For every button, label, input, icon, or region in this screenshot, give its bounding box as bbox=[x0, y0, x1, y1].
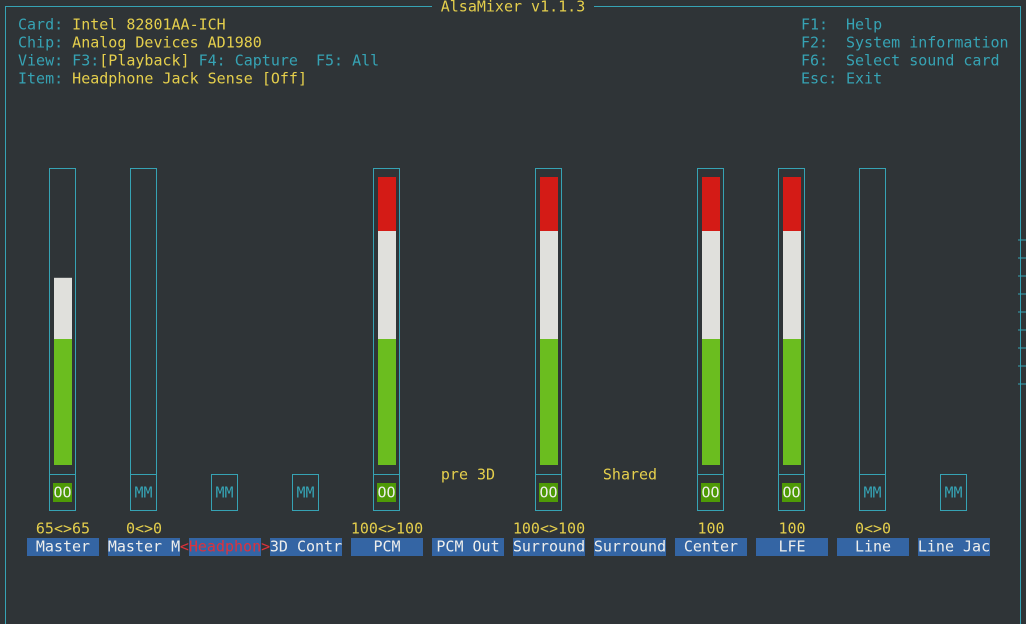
switch-state: MM bbox=[944, 484, 962, 502]
switch-on-bg bbox=[377, 483, 396, 502]
key-action: System information bbox=[846, 34, 1009, 52]
switch-state: MM bbox=[215, 484, 233, 502]
switch-box bbox=[292, 474, 319, 511]
switch-box bbox=[49, 474, 76, 511]
view-part: F4: Capture bbox=[199, 52, 298, 70]
channel-label: PCM bbox=[373, 538, 400, 556]
channel-note: Shared bbox=[603, 466, 657, 484]
switch-box bbox=[130, 474, 157, 511]
channel-label-bg bbox=[270, 538, 342, 556]
key-action: Exit bbox=[846, 70, 882, 88]
channel-label: Line bbox=[855, 538, 891, 556]
info-value: Headphone Jack Sense [Off] bbox=[72, 70, 307, 88]
channel-value: 100<>100 bbox=[351, 520, 423, 538]
key: F1: bbox=[801, 16, 828, 34]
switch-state: OO bbox=[377, 484, 395, 502]
channel-label: <Headphon> bbox=[180, 538, 270, 556]
switch-box bbox=[940, 474, 967, 511]
channel-label-bg bbox=[837, 538, 909, 556]
channel-label: Surround bbox=[513, 538, 585, 556]
switch-on-bg bbox=[53, 483, 72, 502]
channel-label: Line Jac bbox=[918, 538, 990, 556]
scrollbar bbox=[1018, 239, 1026, 385]
channel-label: Surround bbox=[594, 538, 666, 556]
channel-value: 65<>65 bbox=[36, 520, 90, 538]
switch-box bbox=[373, 474, 400, 511]
switch-on-bg bbox=[539, 483, 558, 502]
view-part: F5: All bbox=[316, 52, 379, 70]
view-part: [Playback] bbox=[99, 52, 189, 70]
key: F6: bbox=[801, 52, 828, 70]
info-value: Intel 82801AA-ICH bbox=[72, 16, 226, 34]
channel-label-bg bbox=[918, 538, 990, 556]
key-action: Select sound card bbox=[846, 52, 1000, 70]
volume-bar bbox=[783, 177, 801, 465]
channel-label: PCM Out bbox=[436, 538, 499, 556]
channel-label: LFE bbox=[778, 538, 805, 556]
channel-label-bg bbox=[108, 538, 180, 556]
switch-state: OO bbox=[539, 484, 557, 502]
switch-box bbox=[859, 474, 886, 511]
switch-on-bg bbox=[701, 483, 720, 502]
info-value: Analog Devices AD1980 bbox=[72, 34, 262, 52]
channel-value: 0<>0 bbox=[126, 520, 162, 538]
switch-state: MM bbox=[296, 484, 314, 502]
channel-value: 0<>0 bbox=[855, 520, 891, 538]
key: Esc: bbox=[801, 70, 837, 88]
info-label: Chip: bbox=[18, 34, 63, 52]
channel-label-bg bbox=[594, 538, 666, 556]
switch-state: OO bbox=[53, 484, 71, 502]
switch-state: MM bbox=[863, 484, 881, 502]
channel-value: 100 bbox=[697, 520, 724, 538]
info-label: View: bbox=[18, 52, 63, 70]
channel-value: 100 bbox=[778, 520, 805, 538]
channel-label-bg bbox=[513, 538, 585, 556]
switch-state: OO bbox=[701, 484, 719, 502]
info-label: Card: bbox=[18, 16, 63, 34]
key: F2: bbox=[801, 34, 828, 52]
volume-bar bbox=[378, 177, 396, 465]
title: AlsaMixer v1.1.3 bbox=[441, 0, 586, 16]
switch-on-bg bbox=[782, 483, 801, 502]
switch-box bbox=[778, 474, 805, 511]
switch-state: MM bbox=[134, 484, 152, 502]
channel-label-bg bbox=[432, 538, 504, 556]
view-part: F3: bbox=[72, 52, 99, 70]
channel-label-bg bbox=[351, 538, 423, 556]
channel-label-bg bbox=[27, 538, 99, 556]
channel-label-bg bbox=[675, 538, 747, 556]
switch-box bbox=[211, 474, 238, 511]
volume-bar bbox=[54, 277, 72, 465]
switch-state: OO bbox=[782, 484, 800, 502]
switch-box bbox=[535, 474, 562, 511]
volume-bar bbox=[702, 177, 720, 465]
switch-box bbox=[697, 474, 724, 511]
key-action: Help bbox=[846, 16, 882, 34]
channel-label: Master M bbox=[108, 538, 180, 556]
channel-label: Master bbox=[36, 538, 90, 556]
info-label: Item: bbox=[18, 70, 63, 88]
channel-note: pre 3D bbox=[441, 466, 495, 484]
channel-label: Center bbox=[684, 538, 738, 556]
channel-label-bg bbox=[756, 538, 828, 556]
channel-label: 3D Contr bbox=[270, 538, 342, 556]
volume-bar bbox=[540, 177, 558, 465]
channel-value: 100<>100 bbox=[513, 520, 585, 538]
title-bg bbox=[432, 0, 594, 14]
channel-label-bg bbox=[189, 538, 261, 556]
